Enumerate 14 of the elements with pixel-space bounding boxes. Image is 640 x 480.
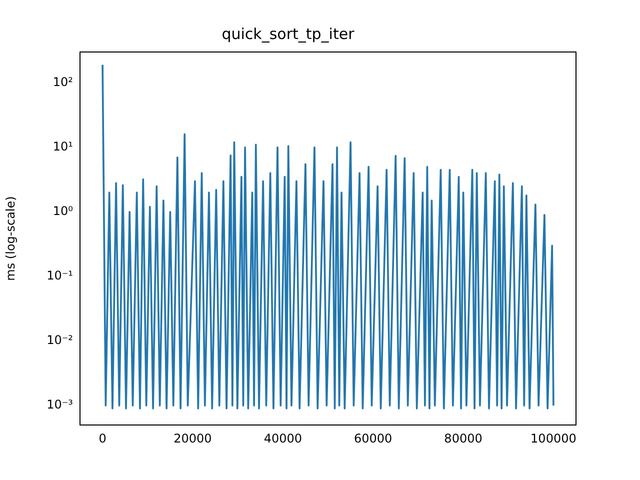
y-tick-label: 10¹ xyxy=(52,139,74,154)
y-tick-label: 10⁻³ xyxy=(46,398,74,412)
y-tick-label: 10⁻² xyxy=(46,333,74,348)
x-tick-label: 80000 xyxy=(444,431,482,446)
x-tick-label: 100000 xyxy=(530,431,576,446)
x-tick-label: 20000 xyxy=(174,431,212,446)
y-tick-label: 10² xyxy=(52,74,74,89)
x-tick-label: 0 xyxy=(98,431,106,446)
x-tick-label: 40000 xyxy=(264,431,302,446)
y-tick-label: 10⁰ xyxy=(52,204,74,218)
x-tick-label: 60000 xyxy=(354,431,392,446)
y-tick-label: 10⁻¹ xyxy=(46,268,74,283)
chart-title: quick_sort_tp_iter xyxy=(222,24,356,43)
y-axis-title: ms (log-scale) xyxy=(3,196,18,281)
